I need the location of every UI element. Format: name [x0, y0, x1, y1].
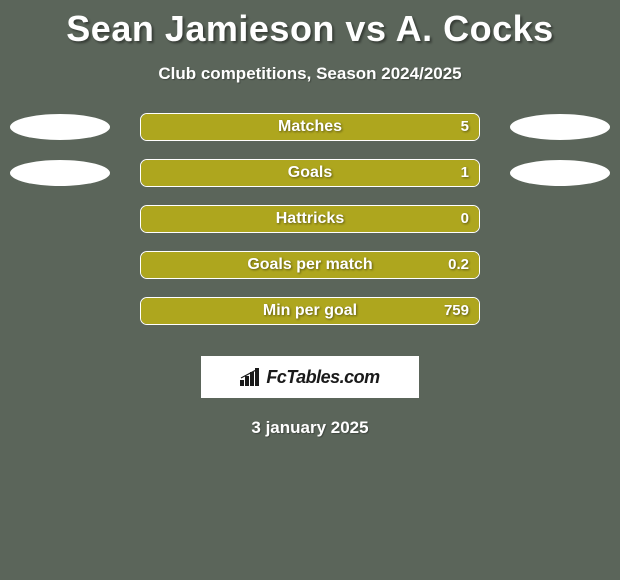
stats-rows: Matches5Goals1Hattricks0Goals per match0…	[0, 112, 620, 326]
stat-label: Goals	[141, 164, 479, 182]
stat-row: Goals1	[0, 158, 620, 188]
right-team-marker	[510, 114, 610, 140]
stat-value: 0.2	[448, 256, 469, 273]
subtitle: Club competitions, Season 2024/2025	[0, 64, 620, 84]
logo-text: FcTables.com	[266, 367, 379, 388]
right-team-marker	[510, 160, 610, 186]
stat-bar: Hattricks0	[140, 205, 480, 233]
stat-row: Min per goal759	[0, 296, 620, 326]
stat-label: Hattricks	[141, 210, 479, 228]
stat-bar: Goals per match0.2	[140, 251, 480, 279]
stat-label: Goals per match	[141, 256, 479, 274]
stat-row: Goals per match0.2	[0, 250, 620, 280]
stat-row: Matches5	[0, 112, 620, 142]
left-team-marker	[10, 160, 110, 186]
date-text: 3 january 2025	[0, 418, 620, 438]
stat-label: Matches	[141, 118, 479, 136]
stat-value: 5	[461, 118, 469, 135]
stat-label: Min per goal	[141, 302, 479, 320]
stat-bar: Min per goal759	[140, 297, 480, 325]
logo-box: FcTables.com	[201, 356, 419, 398]
stat-bar: Matches5	[140, 113, 480, 141]
stat-value: 1	[461, 164, 469, 181]
stat-bar: Goals1	[140, 159, 480, 187]
bar-chart-icon	[240, 368, 262, 386]
stat-value: 759	[444, 302, 469, 319]
page-title: Sean Jamieson vs A. Cocks	[0, 0, 620, 50]
stat-row: Hattricks0	[0, 204, 620, 234]
left-team-marker	[10, 114, 110, 140]
stat-value: 0	[461, 210, 469, 227]
